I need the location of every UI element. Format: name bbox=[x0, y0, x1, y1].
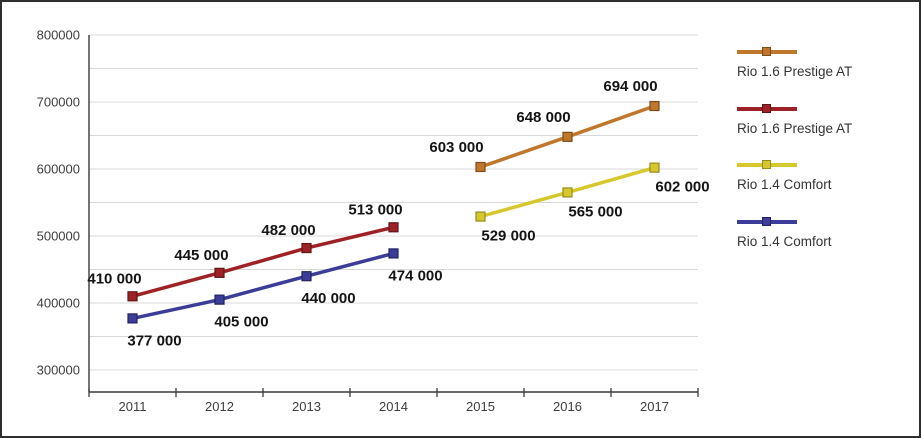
legend-marker bbox=[762, 47, 771, 56]
data-label: 474 000 bbox=[388, 267, 442, 284]
data-point-marker bbox=[562, 131, 573, 142]
legend-line-swatch bbox=[737, 47, 797, 56]
data-label: 377 000 bbox=[127, 332, 181, 349]
legend-item: Rio 1.4 Comfort bbox=[737, 157, 912, 193]
legend-marker bbox=[762, 216, 771, 226]
series-line bbox=[132, 251, 394, 321]
data-point-marker bbox=[214, 267, 225, 278]
data-point-marker bbox=[388, 222, 399, 233]
series-line bbox=[132, 225, 394, 298]
data-label: 602 000 bbox=[655, 179, 709, 196]
legend-label: Rio 1.4 Comfort bbox=[737, 233, 832, 249]
data-label: 565 000 bbox=[568, 203, 622, 220]
data-label: 482 000 bbox=[261, 222, 315, 239]
data-point-marker bbox=[127, 313, 138, 324]
data-point-marker bbox=[388, 248, 399, 259]
data-label: 445 000 bbox=[174, 247, 228, 264]
data-point-marker bbox=[475, 161, 486, 173]
data-label: 440 000 bbox=[301, 290, 355, 307]
y-axis-tick-label: 300000 bbox=[37, 363, 80, 378]
x-axis-tick-label: 2016 bbox=[553, 399, 582, 414]
data-point-marker bbox=[649, 162, 660, 173]
data-point-marker bbox=[214, 294, 225, 305]
y-axis-tick-label: 500000 bbox=[37, 229, 80, 244]
x-axis-tick-label: 2017 bbox=[640, 399, 669, 414]
data-point-marker bbox=[127, 291, 138, 302]
chart-legend: Rio 1.6 Prestige AT Rio 1.6 Prestige AT … bbox=[737, 44, 912, 249]
legend-marker bbox=[762, 160, 771, 170]
x-axis-tick-label: 2012 bbox=[205, 399, 234, 414]
y-axis-tick-label: 600000 bbox=[37, 162, 80, 177]
x-axis-tick-label: 2014 bbox=[379, 399, 408, 414]
y-axis-tick-label: 400000 bbox=[37, 296, 80, 311]
data-point-marker bbox=[301, 271, 312, 282]
legend-label: Rio 1.4 Comfort bbox=[737, 177, 832, 193]
data-point-marker bbox=[301, 242, 312, 254]
data-label: 513 000 bbox=[348, 201, 402, 218]
legend-label: Rio 1.6 Prestige AT bbox=[737, 120, 853, 136]
legend-line-swatch bbox=[737, 216, 797, 226]
data-point-marker bbox=[475, 211, 486, 222]
x-axis-tick-label: 2011 bbox=[119, 399, 147, 414]
y-axis-tick-label: 800000 bbox=[37, 28, 80, 43]
data-label: 410 000 bbox=[87, 270, 141, 287]
y-axis-tick-label: 700000 bbox=[37, 95, 80, 110]
data-point-marker bbox=[562, 187, 573, 198]
data-point-marker bbox=[649, 100, 660, 112]
legend-line-swatch bbox=[737, 103, 797, 113]
data-label: 648 000 bbox=[516, 109, 570, 126]
data-label: 405 000 bbox=[214, 314, 268, 331]
legend-label: Rio 1.6 Prestige AT bbox=[737, 64, 853, 79]
legend-line-swatch bbox=[737, 160, 797, 170]
x-axis-tick-label: 2013 bbox=[292, 399, 321, 414]
legend-marker bbox=[762, 103, 771, 113]
data-label: 603 000 bbox=[429, 139, 483, 156]
legend-item: Rio 1.6 Prestige AT bbox=[737, 101, 912, 137]
data-label: 694 000 bbox=[603, 78, 657, 95]
data-label: 529 000 bbox=[481, 228, 535, 245]
x-axis-tick-label: 2015 bbox=[466, 399, 495, 414]
legend-item: Rio 1.4 Comfort bbox=[737, 214, 912, 250]
legend-item: Rio 1.6 Prestige AT bbox=[737, 44, 912, 80]
